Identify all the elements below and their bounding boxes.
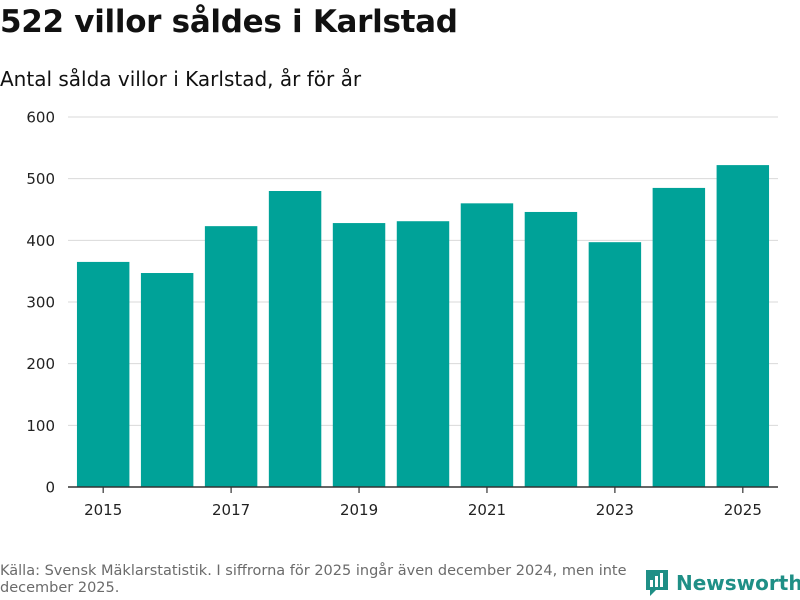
x-tick-label: 2015 [84, 501, 122, 519]
bar-chart: 0 100 200 300 400 500 600 2015 2017 2019 2021 2023 2… [26, 109, 778, 519]
x-tick-label: 2023 [596, 501, 634, 519]
bar-2024 [652, 187, 706, 487]
y-tick-label: 400 [26, 232, 55, 250]
chart-title: 522 villor såldes i Karlstad [0, 4, 458, 40]
bar-2020 [396, 221, 450, 487]
source-note: Källa: Svensk Mäklarstatistik. I siffror… [0, 563, 627, 596]
bar-2018 [268, 191, 322, 487]
x-tick-label: 2025 [724, 501, 762, 519]
y-tick-label: 0 [45, 479, 55, 497]
x-tick-label: 2021 [468, 501, 506, 519]
y-tick-label: 100 [26, 417, 55, 435]
y-tick-label: 300 [26, 294, 55, 312]
y-tick-label: 600 [26, 109, 55, 127]
y-tick-label: 200 [26, 355, 55, 373]
bar-2025 [716, 165, 770, 487]
y-tick-label: 500 [26, 170, 55, 188]
brand-name: Newsworthy [676, 571, 800, 595]
bar-2015 [76, 261, 130, 487]
bars [76, 165, 770, 488]
bar-2019 [332, 223, 386, 488]
x-tick-label: 2019 [340, 501, 378, 519]
axes: 0 100 200 300 400 500 600 2015 2017 2019 2021 2023 2… [26, 109, 778, 519]
bar-2022 [524, 211, 578, 487]
bar-2017 [204, 226, 258, 487]
bar-2016 [140, 273, 194, 487]
chart-subtitle: Antal sålda villor i Karlstad, år för år [0, 67, 362, 91]
bar-chart-logo-icon [646, 570, 668, 596]
bar-2023 [588, 242, 642, 487]
brand-logo: Newsworthy [644, 568, 800, 598]
bar-2021 [460, 203, 514, 488]
x-tick-label: 2017 [212, 501, 250, 519]
